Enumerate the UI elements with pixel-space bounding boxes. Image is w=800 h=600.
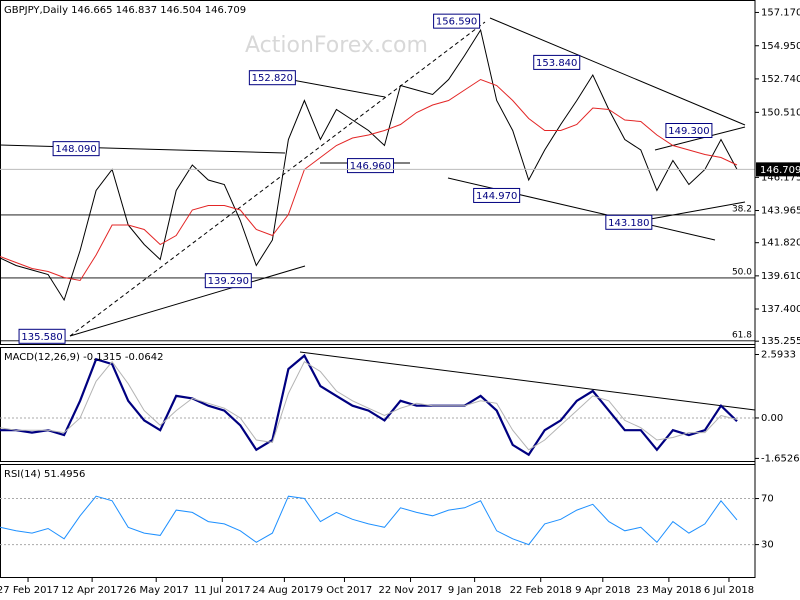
y-tick-label: -1.6526 — [761, 453, 800, 464]
y-tick-label: 2.5933 — [761, 350, 796, 361]
trend-lines — [0, 17, 756, 411]
trend-line — [69, 21, 486, 337]
y-tick-label: 146.175 — [761, 172, 800, 183]
trend-line — [489, 17, 746, 126]
y-tick-label: 141.820 — [761, 238, 800, 249]
panel-title: MACD(12,26,9) -0.1315 -0.0642 — [4, 352, 164, 363]
x-tick-label: 22 Nov 2017 — [379, 585, 443, 596]
y-tick-label: 143.965 — [761, 206, 800, 217]
trend-line — [0, 144, 286, 154]
x-tick-label: 26 May 2017 — [124, 585, 189, 596]
series-line — [0, 78, 738, 282]
y-tick-label: 150.510 — [761, 107, 800, 118]
fib-label: 61.8 — [732, 330, 752, 340]
trend-line — [299, 351, 756, 411]
x-tick-label: 6 Jul 2018 — [704, 585, 754, 596]
price-annotation: 146.960 — [350, 161, 391, 172]
price-annotation: 156.590 — [436, 17, 477, 28]
price-annotation-box — [18, 328, 66, 344]
y-tick-label: 0.00 — [761, 413, 783, 424]
x-tick-label: 23 May 2018 — [636, 585, 701, 596]
y-tick-label: 70 — [761, 494, 774, 505]
series-line — [0, 495, 738, 546]
series-line — [0, 360, 738, 451]
trend-line — [654, 126, 746, 151]
x-tick-label: 24 Aug 2017 — [252, 585, 316, 596]
y-tick-label: 157.170 — [761, 7, 800, 18]
x-tick-label: 9 Jan 2018 — [448, 585, 502, 596]
price-annotation-box — [533, 54, 581, 70]
y-tick-label: 139.610 — [761, 271, 800, 282]
y-tick-label: 135.255 — [761, 336, 800, 347]
price-annotation: 153.840 — [536, 58, 577, 69]
price-annotation: 144.970 — [476, 191, 517, 202]
price-annotation-box — [665, 123, 713, 138]
price-annotation-box — [473, 187, 521, 203]
x-tick-label: 12 Apr 2017 — [61, 585, 123, 596]
y-tick-label: 152.740 — [761, 74, 800, 85]
last-price-box — [756, 162, 800, 177]
series-line — [0, 353, 738, 457]
fib-label: 50.0 — [732, 267, 752, 277]
x-tick-label: 22 Feb 2018 — [510, 585, 572, 596]
price-annotation-box — [605, 214, 653, 230]
y-tick-label: 137.400 — [761, 304, 800, 315]
series-line — [0, 28, 738, 302]
panel-title: GBPJPY,Daily 146.665 146.837 146.504 146… — [4, 5, 246, 16]
price-annotation: 152.820 — [252, 73, 293, 84]
watermark: ActionForex.com — [245, 33, 428, 58]
price-annotation-box — [248, 70, 296, 86]
price-annotation: 148.090 — [55, 144, 96, 155]
price-annotation-box — [433, 13, 481, 29]
price-annotation: 149.300 — [668, 126, 709, 137]
x-tick-label: 9 Oct 2017 — [317, 585, 372, 596]
fib-label: 38.2 — [732, 204, 752, 214]
panel-title: RSI(14) 51.4956 — [4, 469, 85, 480]
price-annotation: 139.290 — [208, 276, 249, 287]
x-tick-label: 27 Feb 2017 — [0, 585, 59, 596]
price-annotation-box — [204, 273, 252, 289]
x-tick-label: 11 Jul 2017 — [194, 585, 251, 596]
last-price-label: 146.709 — [760, 165, 800, 176]
trend-line — [644, 201, 746, 221]
price-annotation: 135.580 — [21, 332, 62, 343]
price-annotation-box — [52, 141, 100, 157]
y-tick-label: 154.950 — [761, 41, 800, 52]
x-tick-label: 9 Apr 2018 — [575, 585, 630, 596]
y-tick-label: 30 — [761, 540, 774, 551]
price-annotation: 143.180 — [608, 218, 649, 229]
